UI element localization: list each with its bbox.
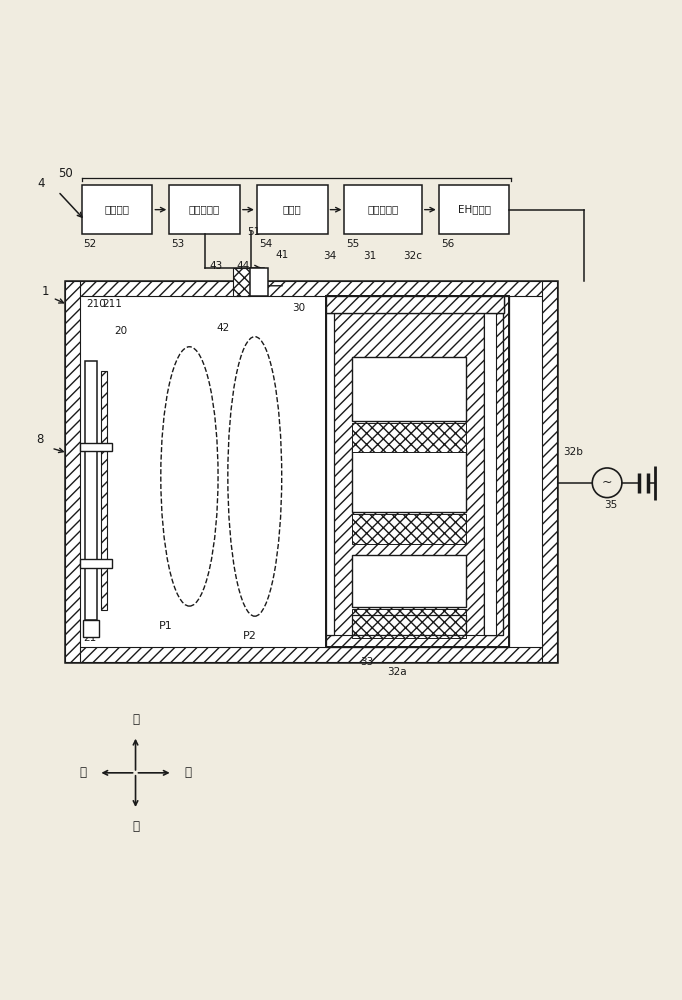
Text: 43: 43 — [209, 261, 223, 271]
Text: 35: 35 — [604, 500, 617, 510]
Bar — [484, 308, 503, 635]
Text: 右: 右 — [185, 766, 192, 779]
Text: 31: 31 — [364, 251, 376, 261]
Text: 32a: 32a — [387, 667, 406, 677]
Bar — [326, 308, 334, 635]
Text: EH调配器: EH调配器 — [458, 205, 490, 215]
Bar — [326, 296, 504, 313]
Text: 21: 21 — [83, 633, 96, 643]
Text: 隔离器: 隔离器 — [283, 205, 301, 215]
Text: 44: 44 — [237, 261, 250, 271]
Bar — [65, 647, 557, 662]
Bar — [326, 296, 509, 647]
Bar — [326, 296, 509, 647]
Text: 53: 53 — [171, 239, 185, 249]
Text: P2: P2 — [243, 631, 257, 641]
Text: 56: 56 — [441, 239, 454, 249]
Bar — [80, 559, 112, 568]
Bar — [65, 281, 80, 662]
Text: 41: 41 — [275, 250, 288, 260]
Text: 42: 42 — [216, 323, 230, 333]
Text: 8: 8 — [37, 433, 44, 446]
Text: 微波振荡器: 微波振荡器 — [189, 205, 220, 215]
Bar — [82, 185, 152, 234]
Bar — [233, 268, 250, 296]
Bar — [352, 514, 466, 544]
Bar — [257, 185, 327, 234]
Bar — [484, 308, 503, 635]
Text: P1: P1 — [159, 621, 173, 631]
Bar — [65, 281, 557, 296]
Bar — [326, 308, 484, 635]
Bar — [439, 185, 509, 234]
Text: 54: 54 — [258, 239, 272, 249]
Text: 50: 50 — [58, 167, 73, 180]
Text: 微波电源: 微波电源 — [104, 205, 130, 215]
Bar — [169, 185, 240, 234]
Text: 34: 34 — [323, 251, 336, 261]
Bar — [65, 281, 557, 662]
Text: 左: 左 — [79, 766, 87, 779]
Bar — [542, 281, 557, 662]
Text: 51: 51 — [248, 227, 261, 237]
Text: 32b: 32b — [563, 447, 583, 457]
Text: 1: 1 — [41, 285, 48, 298]
Bar — [352, 615, 466, 635]
Bar — [344, 185, 422, 234]
Text: 20: 20 — [114, 326, 127, 336]
Text: 後: 後 — [132, 820, 139, 833]
Text: 前: 前 — [132, 713, 139, 726]
Bar — [352, 357, 466, 421]
Text: 33: 33 — [360, 657, 373, 667]
Bar — [352, 609, 466, 638]
Bar — [352, 448, 466, 512]
Bar — [250, 268, 268, 296]
Text: 52: 52 — [84, 239, 97, 249]
Bar — [352, 423, 466, 452]
Text: 32c: 32c — [404, 251, 423, 261]
Bar — [83, 620, 99, 637]
Bar — [85, 361, 97, 620]
Text: 功率监视器: 功率监视器 — [368, 205, 399, 215]
Text: 211: 211 — [102, 299, 121, 309]
Bar — [326, 296, 504, 313]
Text: ~: ~ — [602, 476, 612, 489]
Bar — [80, 443, 112, 451]
Text: 4: 4 — [38, 177, 45, 190]
Text: 210: 210 — [87, 299, 106, 309]
Bar — [326, 296, 504, 313]
Bar — [100, 371, 107, 610]
Bar — [484, 308, 496, 635]
Text: 30: 30 — [292, 303, 305, 313]
Bar — [352, 555, 466, 607]
Bar — [352, 615, 466, 635]
Text: 55: 55 — [346, 239, 359, 249]
